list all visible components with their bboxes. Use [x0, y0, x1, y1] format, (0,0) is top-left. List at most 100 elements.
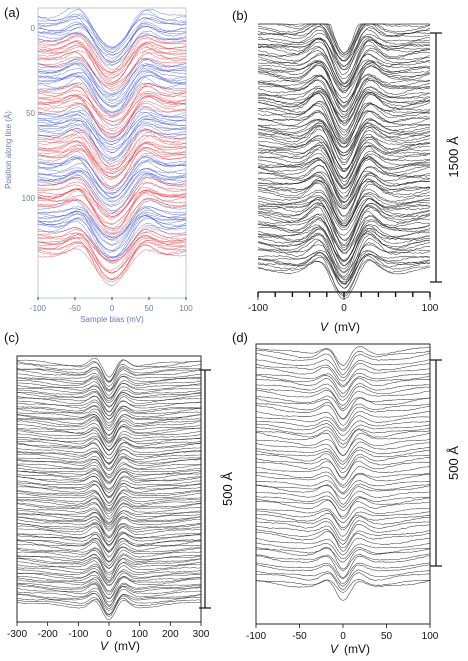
- spectrum-curve: [256, 346, 431, 367]
- spectrum-curve: [37, 74, 187, 114]
- spectrum-curve: [37, 150, 187, 189]
- spectrum-curve: [37, 237, 187, 274]
- spectrum-curve: [16, 553, 202, 570]
- spectrum-curve: [257, 210, 431, 250]
- spectrum-curve: [37, 40, 187, 76]
- spectrum-curve: [255, 383, 430, 401]
- y-tick-label: 0: [31, 24, 36, 33]
- spectrum-curve: [255, 578, 431, 593]
- spectrum-curve: [257, 202, 431, 245]
- spectrum-curve: [16, 471, 202, 491]
- spectrum-curve: [257, 32, 431, 62]
- spectrum-curve: [257, 176, 431, 218]
- spectrum-curve: [257, 145, 431, 187]
- spectrum-curve: [38, 67, 187, 108]
- panel-d-label: (d): [232, 330, 248, 345]
- spectrum-curve: [37, 32, 187, 66]
- spectrum-curve: [16, 549, 202, 569]
- spectrum-curve: [16, 406, 202, 424]
- spectrum-curve: [37, 248, 187, 283]
- spectrum-curve: [257, 201, 431, 241]
- spectrum-curve: [16, 526, 201, 547]
- spectrum-curve: [16, 561, 202, 582]
- spectrum-curve: [37, 40, 187, 74]
- spectrum-curve: [17, 475, 202, 494]
- spectrum-curve: [37, 156, 187, 193]
- spectrum-curve: [255, 529, 431, 548]
- spectrum-curve: [255, 542, 431, 560]
- spectrum-curve: [37, 103, 187, 139]
- spectrum-curve: [257, 228, 431, 267]
- spectrum-curve: [37, 114, 186, 145]
- spectrum-curve: [37, 240, 187, 280]
- x-tick-label: 100: [422, 631, 439, 642]
- spectrum-curve: [258, 23, 430, 54]
- spectrum-curve: [17, 540, 202, 562]
- x-tick-label: 50: [381, 631, 393, 642]
- spectrum-curve: [38, 172, 187, 211]
- spectrum-curve: [37, 21, 187, 59]
- spectrum-curve: [38, 15, 187, 53]
- spectrum-curve: [16, 464, 202, 483]
- spectrum-curve: [16, 600, 202, 621]
- spectrum-curve: [37, 188, 187, 224]
- spectrum-curve: [16, 576, 202, 596]
- spectrum-curve: [16, 509, 202, 526]
- spectrum-curve: [37, 24, 187, 62]
- spectrum-curve: [37, 25, 187, 55]
- spectrum-curve: [37, 24, 187, 65]
- spectrum-curve: [256, 572, 431, 591]
- spectrum-curve: [16, 537, 202, 553]
- panel-b: (b) -100 0 100 V (mV) 1500 Å: [232, 8, 461, 334]
- panel-c-scale-label: 500 Å: [220, 472, 235, 506]
- x-tick-label: -50: [69, 304, 81, 313]
- spectrum-curve: [37, 207, 187, 241]
- spectrum-curve: [16, 469, 201, 485]
- spectrum-curve: [37, 94, 187, 132]
- spectrum-curve: [17, 480, 202, 497]
- spectrum-curve: [257, 25, 431, 67]
- spectrum-curve: [255, 415, 430, 432]
- x-tick-label: 0: [110, 304, 115, 313]
- spectrum-curve: [257, 119, 431, 148]
- spectrum-curve: [16, 449, 202, 470]
- spectrum-curve: [37, 167, 187, 195]
- spectrum-curve: [257, 139, 431, 179]
- spectrum-curve: [257, 250, 431, 283]
- spectrum-curve: [16, 597, 202, 617]
- spectrum-curve: [16, 442, 202, 460]
- spectrum-curve: [37, 82, 187, 122]
- spectrum-curve: [255, 473, 431, 494]
- spectrum-curve: [16, 457, 202, 476]
- spectrum-curve: [37, 211, 187, 240]
- spectrum-curve: [37, 148, 187, 180]
- spectrum-curve: [17, 490, 202, 510]
- spectrum-curve: [37, 175, 187, 213]
- spectrum-curve: [16, 361, 202, 383]
- spectrum-curve: [16, 546, 201, 567]
- spectrum-curve: [257, 61, 431, 109]
- spectrum-curve: [257, 195, 431, 228]
- spectrum-curve: [37, 244, 187, 281]
- spectrum-curve: [16, 425, 202, 444]
- spectrum-curve: [17, 359, 202, 382]
- spectrum-curve: [257, 136, 431, 172]
- spectrum-curve: [257, 182, 431, 227]
- spectrum-curve: [255, 375, 431, 394]
- spectrum-curve: [37, 86, 186, 117]
- spectrum-curve: [37, 192, 187, 232]
- spectrum-curve: [16, 495, 202, 512]
- spectrum-curve: [37, 127, 187, 159]
- spectrum-curve: [16, 522, 202, 543]
- spectrum-curve: [16, 375, 202, 397]
- panel-b-x-label: V: [320, 320, 329, 334]
- spectrum-curve: [16, 429, 202, 451]
- spectrum-curve: [257, 219, 431, 261]
- spectrum-curve: [255, 377, 431, 398]
- spectrum-curve: [38, 176, 187, 214]
- spectrum-curve: [16, 593, 202, 615]
- spectrum-curve: [16, 553, 202, 574]
- y-tick-label: 50: [26, 109, 35, 118]
- panel-c-curves: [16, 358, 202, 621]
- x-tick-label: -50: [292, 631, 307, 642]
